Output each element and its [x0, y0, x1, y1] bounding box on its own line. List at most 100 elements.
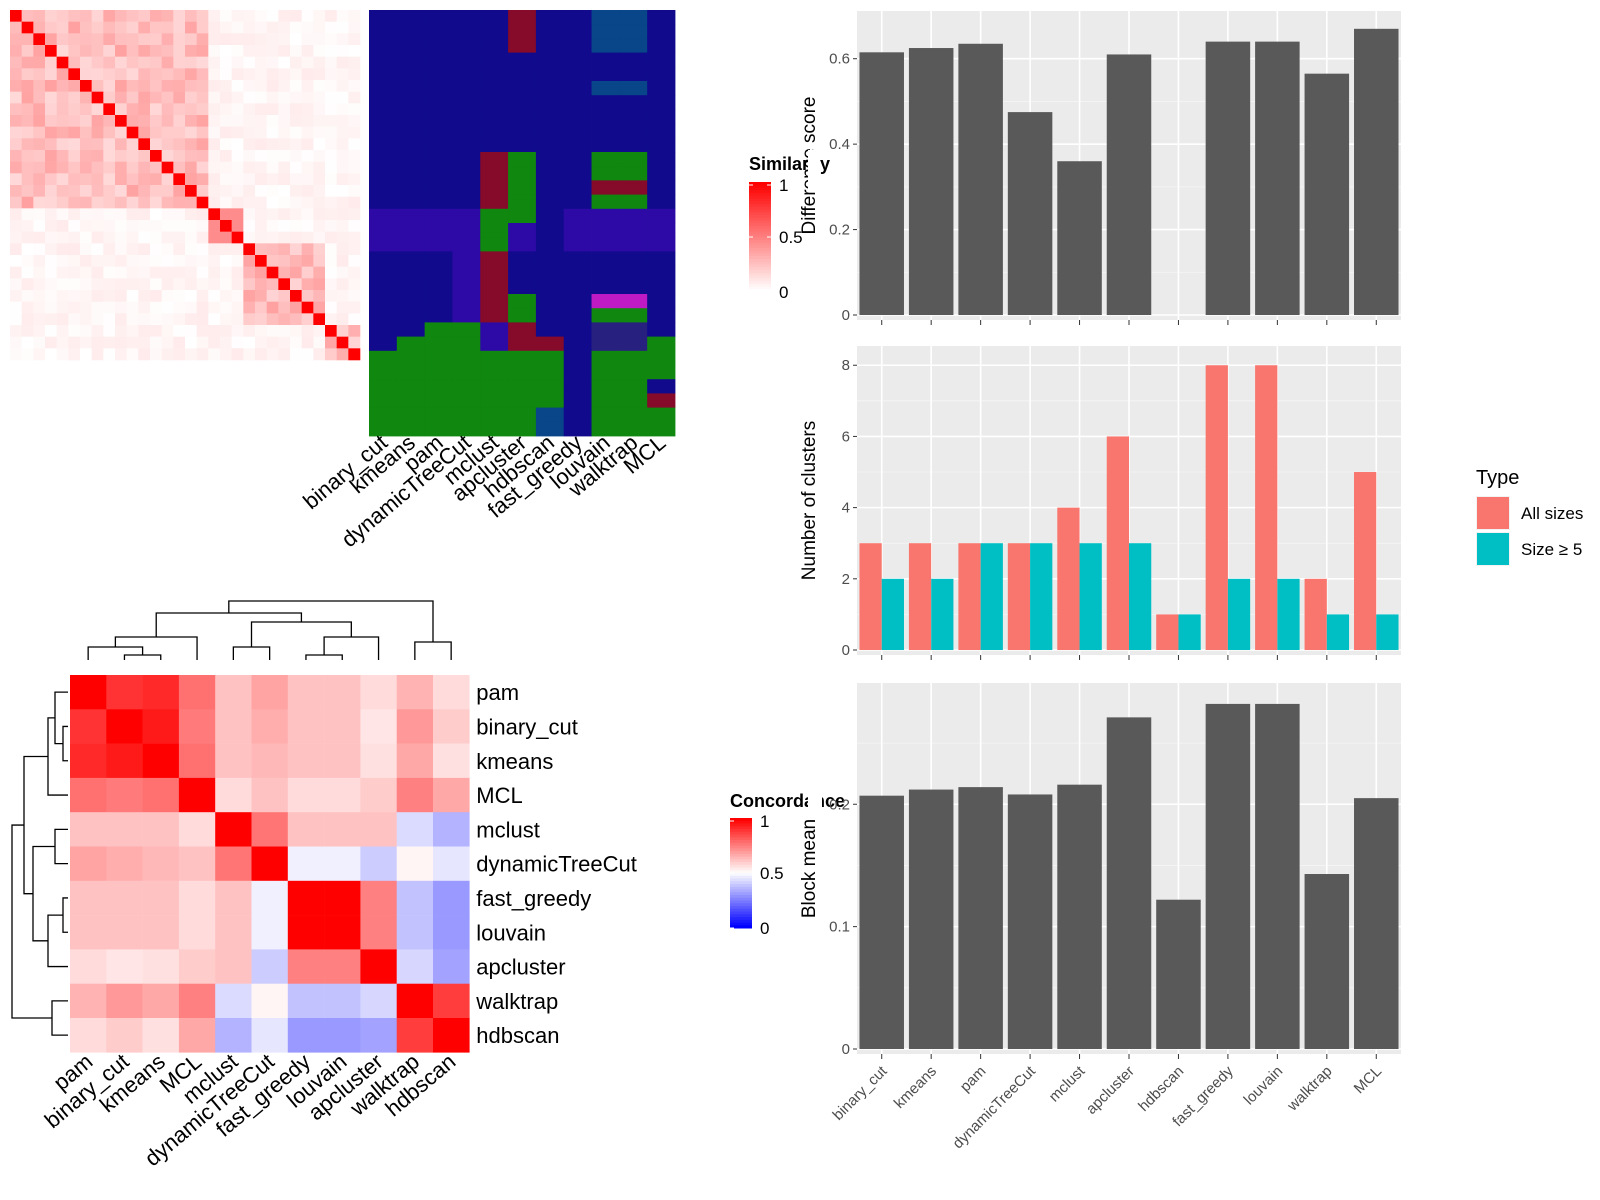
similarity-cell: [266, 325, 279, 337]
cluster-cell: [563, 237, 592, 252]
cluster-cell: [424, 265, 453, 281]
cluster-cell: [647, 294, 676, 309]
concordance-cell: [324, 846, 361, 882]
similarity-cell: [185, 325, 197, 337]
concordance-cell: [360, 1018, 397, 1053]
cluster-cell: [591, 152, 620, 167]
cluster-cell: [369, 336, 398, 352]
similarity-cell: [290, 325, 302, 337]
similarity-cell: [91, 231, 104, 244]
cluster-cell: [535, 194, 565, 210]
similarity-legend-swatch: [749, 206, 771, 210]
similarity-cell: [138, 138, 151, 151]
cluster-cell: [619, 66, 648, 82]
similarity-cell: [290, 173, 302, 186]
similarity-cell: [231, 68, 244, 81]
similarity-cell: [173, 138, 186, 151]
concordance-cell: [251, 743, 289, 779]
cluster-cell: [563, 279, 592, 295]
similarity-cell: [266, 243, 279, 256]
cluster-cell: [647, 350, 676, 366]
cluster-cell: [369, 208, 398, 224]
concordance-row-label: fast_greedy: [476, 886, 591, 911]
cluster-cell: [535, 81, 565, 96]
similarity-cell: [290, 45, 302, 57]
concordance-cell: [142, 915, 180, 950]
cluster-cell: [647, 66, 676, 82]
bar: [1057, 784, 1102, 1049]
similarity-cell: [33, 33, 46, 46]
similarity-cell: [138, 91, 151, 104]
similarity-cell: [33, 290, 46, 302]
cluster-cell: [647, 52, 676, 68]
similarity-cell: [91, 243, 104, 256]
cluster-cell: [647, 137, 676, 153]
cluster-cell: [563, 194, 592, 210]
similarity-cell: [161, 313, 174, 326]
similarity-cell: [196, 325, 209, 337]
similarity-cell: [231, 126, 244, 139]
concordance-row-label: louvain: [476, 920, 546, 945]
cluster-cell: [396, 66, 426, 82]
dendrogram-branch: [51, 1000, 68, 1036]
similarity-cell: [80, 255, 92, 267]
similarity-cell: [255, 80, 267, 92]
similarity-cell: [115, 45, 127, 57]
similarity-cell: [10, 196, 22, 209]
similarity-cell: [313, 33, 326, 46]
similarity-cell: [325, 33, 337, 46]
similarity-cell: [150, 126, 162, 139]
cluster-cell: [619, 279, 648, 295]
similarity-cell: [185, 68, 197, 81]
concordance-cell: [106, 915, 143, 950]
cluster-cell: [424, 365, 453, 380]
similarity-cell: [301, 10, 314, 22]
concordance-legend-swatch: [730, 840, 752, 844]
similarity-cell: [278, 255, 291, 267]
dendrogram-branch: [123, 654, 162, 660]
cluster-cell: [369, 350, 398, 366]
similarity-cell: [301, 161, 314, 174]
similarity-cell: [68, 91, 81, 104]
similarity-cell: [126, 45, 139, 57]
cluster-cell: [619, 421, 648, 437]
similarity-cell: [196, 336, 209, 349]
cluster-cell: [535, 251, 565, 266]
similarity-cell: [290, 196, 302, 209]
similarity-legend-swatch: [749, 259, 771, 263]
similarity-cell: [336, 278, 349, 291]
concordance-cell: [396, 709, 434, 744]
similarity-cell: [255, 348, 267, 361]
cluster-cell: [619, 251, 648, 266]
similarity-legend-swatch: [749, 231, 771, 235]
similarity-cell: [220, 243, 232, 256]
concordance-cell: [178, 777, 216, 813]
similarity-cell: [10, 208, 22, 221]
similarity-cell: [290, 21, 302, 34]
cluster-cell: [535, 407, 565, 423]
similarity-cell: [161, 208, 174, 221]
similarity-cell: [45, 91, 57, 104]
similarity-cell: [161, 348, 174, 361]
cluster-cell: [563, 379, 592, 394]
similarity-cell: [173, 313, 186, 326]
similarity-cell: [56, 290, 69, 302]
cluster-cell: [396, 52, 426, 68]
similarity-cell: [278, 138, 291, 151]
similarity-cell: [196, 348, 209, 361]
concordance-cell: [287, 709, 325, 744]
similarity-cell: [173, 208, 186, 221]
similarity-cell: [126, 220, 139, 232]
concordance-cell: [178, 675, 216, 710]
similarity-cell: [231, 196, 244, 209]
cluster-cell: [480, 294, 509, 309]
dendrogram-branch: [62, 725, 68, 762]
similarity-cell: [80, 348, 92, 361]
similarity-cell: [80, 173, 92, 186]
cluster-cell: [452, 10, 481, 25]
cluster-cell: [535, 279, 565, 295]
concordance-legend-swatch: [730, 870, 752, 874]
cluster-cell: [396, 208, 426, 224]
similarity-cell: [313, 21, 326, 34]
similarity-cell: [45, 33, 57, 46]
